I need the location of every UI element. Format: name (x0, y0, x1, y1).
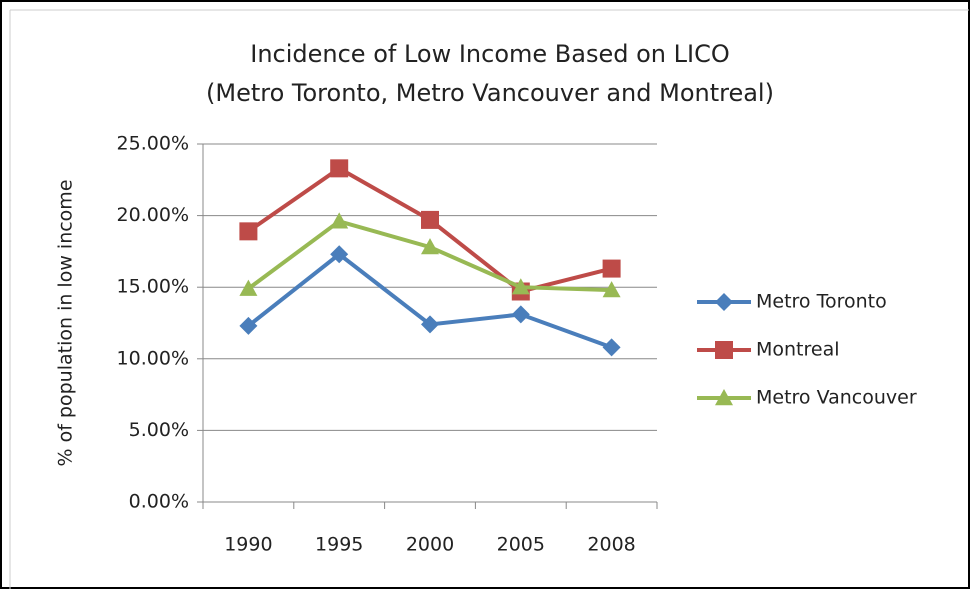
x-tick-label: 1995 (315, 534, 363, 556)
marker (421, 210, 439, 229)
y-tick-label: 20.00% (117, 204, 189, 226)
marker (715, 389, 733, 406)
marker (239, 222, 258, 241)
y-axis-label: % of population in low income (55, 179, 77, 466)
y-tick-label: 5.00% (129, 419, 189, 441)
marker (511, 305, 530, 324)
x-tick-label: 2008 (587, 534, 635, 556)
marker (715, 341, 733, 359)
y-tick-label: 0.00% (129, 491, 189, 513)
x-tick-label: 2000 (406, 534, 454, 556)
legend-label: Montreal (756, 339, 840, 361)
marker (239, 279, 258, 296)
x-tick-label: 1990 (224, 534, 272, 556)
marker (602, 281, 621, 298)
legend-label: Metro Vancouver (756, 387, 917, 409)
marker (421, 238, 439, 255)
marker (602, 338, 621, 357)
marker (330, 245, 349, 264)
y-tick-label: 15.00% (117, 276, 189, 298)
marker (715, 293, 733, 311)
chart-title: Incidence of Low Income Based on LICO (250, 40, 729, 68)
legend-label: Metro Toronto (756, 291, 887, 313)
y-tick-label: 10.00% (117, 347, 189, 369)
x-tick-label: 2005 (497, 534, 545, 556)
chart-title: (Metro Toronto, Metro Vancouver and Mont… (206, 79, 774, 107)
y-tick-label: 25.00% (117, 133, 189, 155)
marker (330, 159, 349, 178)
marker (239, 316, 258, 335)
marker (421, 315, 439, 334)
marker (511, 278, 530, 295)
marker (330, 212, 349, 229)
marker (602, 259, 621, 278)
